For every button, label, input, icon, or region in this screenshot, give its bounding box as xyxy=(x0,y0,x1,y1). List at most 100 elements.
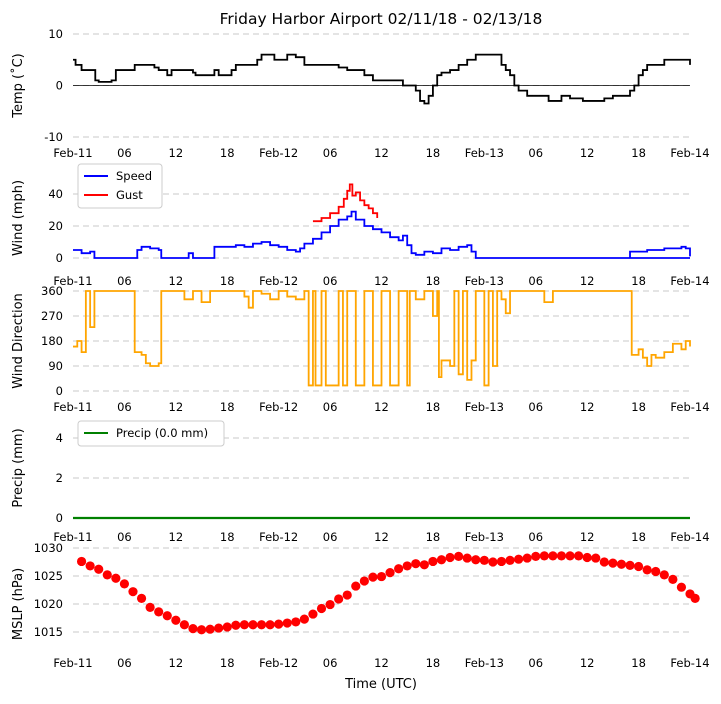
mslp-marker xyxy=(368,572,378,582)
mslp-ytick-label: 1030 xyxy=(34,541,63,555)
wind-xtick-label: Feb-13 xyxy=(465,274,504,288)
precip-xtick-label: 18 xyxy=(426,530,441,544)
dir-ylabel: Wind Direction xyxy=(11,293,26,389)
dir-series-direction xyxy=(73,290,691,387)
mslp-marker xyxy=(690,593,700,604)
temp-xtick-label: 06 xyxy=(323,146,338,160)
mslp-marker xyxy=(274,619,284,629)
temp-ylabel: Temp (˚C) xyxy=(10,53,26,119)
temp-series-temperature xyxy=(73,53,691,105)
dir-xtick-label: Feb-11 xyxy=(53,400,92,414)
mslp-marker xyxy=(179,620,190,630)
mslp-ytick-label: 1025 xyxy=(34,569,63,583)
dir-xtick-label: 06 xyxy=(323,400,338,414)
wind-xtick-label: 18 xyxy=(631,274,646,288)
precip-xtick-label: 06 xyxy=(117,530,132,544)
mslp-marker xyxy=(539,551,549,561)
mslp-marker xyxy=(316,603,327,614)
precip-ytick-label: 0 xyxy=(56,511,63,525)
mslp-marker xyxy=(479,555,489,565)
dir-ytick-label: 0 xyxy=(56,384,63,398)
panel-precip: 0 2 4 Precip (mm) Feb-11 06 12 18 Feb-12 06 12 18 Fe… xyxy=(11,420,710,544)
mslp-marker xyxy=(248,620,258,630)
mslp-ylabel: MSLP (hPa) xyxy=(11,568,26,640)
mslp-marker xyxy=(111,573,121,583)
mslp-marker xyxy=(402,561,412,571)
mslp-xtick-label: 06 xyxy=(323,656,338,670)
precip-xtick-label: Feb-11 xyxy=(53,530,92,544)
mslp-marker xyxy=(522,553,532,563)
mslp-marker xyxy=(616,559,627,569)
mslp-marker xyxy=(445,552,455,563)
mslp-xtick-label: 18 xyxy=(220,656,235,670)
mslp-marker xyxy=(514,554,524,564)
mslp-marker xyxy=(651,566,661,577)
dir-ytick-label: 360 xyxy=(41,284,63,298)
chart-title: Friday Harbor Airport 02/11/18 - 02/13/1… xyxy=(220,10,543,28)
mslp-marker xyxy=(342,590,352,600)
mslp-marker xyxy=(154,607,164,617)
mslp-marker xyxy=(162,611,172,621)
dir-xtick-label: 06 xyxy=(528,400,543,414)
mslp-xtick-label: 06 xyxy=(117,656,132,670)
mslp-marker xyxy=(454,551,464,562)
mslp-marker xyxy=(668,574,678,584)
precip-xtick-label: 18 xyxy=(220,530,235,544)
wind-xtick-label: 18 xyxy=(426,274,441,288)
wind-ytick-label: 20 xyxy=(48,219,63,233)
wind-xtick-label: 18 xyxy=(220,274,235,288)
wind-xtick-label: 12 xyxy=(580,274,595,288)
dir-xtick-label: 18 xyxy=(220,400,235,414)
mslp-xtick-label: Feb-11 xyxy=(53,656,92,670)
mslp-marker xyxy=(239,620,249,630)
dir-xtick-label: 12 xyxy=(580,400,595,414)
temp-xtick-label: 12 xyxy=(580,146,595,160)
dir-xtick-label: 06 xyxy=(117,400,132,414)
mslp-marker xyxy=(102,570,112,580)
mslp-marker xyxy=(436,555,447,565)
wind-xtick-label: 06 xyxy=(528,274,543,288)
mslp-marker xyxy=(222,622,232,632)
mslp-marker xyxy=(265,620,275,630)
mslp-marker xyxy=(608,558,618,568)
temp-xtick-label: Feb-14 xyxy=(670,146,709,160)
mslp-marker xyxy=(471,555,481,565)
temp-xtick-label: 18 xyxy=(631,146,646,160)
mslp-xtick-label: 06 xyxy=(528,656,543,670)
precip-xtick-label: Feb-12 xyxy=(259,530,298,544)
wind-xtick-label: 06 xyxy=(323,274,338,288)
mslp-marker xyxy=(676,582,687,592)
x-axis-label: Time (UTC) xyxy=(344,677,417,692)
dir-ytick-label: 90 xyxy=(48,359,63,373)
mslp-marker xyxy=(428,556,438,567)
mslp-xtick-label: Feb-13 xyxy=(465,656,504,670)
mslp-marker xyxy=(419,560,429,570)
mslp-marker xyxy=(359,576,369,586)
mslp-marker xyxy=(591,553,601,563)
panel-mslp: 1015 1020 1025 1030 MSLP (hPa) Feb-11 06 12 18 Fe… xyxy=(11,541,710,670)
mslp-xtick-label: 12 xyxy=(580,656,595,670)
dir-xtick-label: 12 xyxy=(169,400,184,414)
temp-xtick-label: 06 xyxy=(117,146,132,160)
mslp-xtick-label: 12 xyxy=(374,656,389,670)
dir-xtick-label: 12 xyxy=(374,400,389,414)
mslp-marker xyxy=(462,553,472,563)
panel-dir: 0 90 180 270 360 Wind Direction Feb-11 06 12 18 Fe… xyxy=(11,284,710,414)
mslp-marker xyxy=(119,579,130,589)
precip-legend-label: Precip (0.0 mm) xyxy=(116,426,208,440)
temp-xtick-label: 06 xyxy=(528,146,543,160)
mslp-marker xyxy=(411,559,421,569)
mslp-marker xyxy=(188,624,198,634)
dir-xtick-label: 18 xyxy=(426,400,441,414)
mslp-marker xyxy=(308,609,318,619)
mslp-xtick-label: 18 xyxy=(631,656,646,670)
temp-xtick-label: 18 xyxy=(220,146,235,160)
wind-xtick-label: 12 xyxy=(374,274,389,288)
wind-ytick-label: 40 xyxy=(48,187,63,201)
mslp-marker xyxy=(351,581,361,591)
mslp-marker xyxy=(548,551,558,561)
precip-xtick-label: 12 xyxy=(580,530,595,544)
mslp-marker xyxy=(136,593,147,604)
mslp-marker xyxy=(573,551,584,561)
mslp-marker xyxy=(394,564,404,574)
